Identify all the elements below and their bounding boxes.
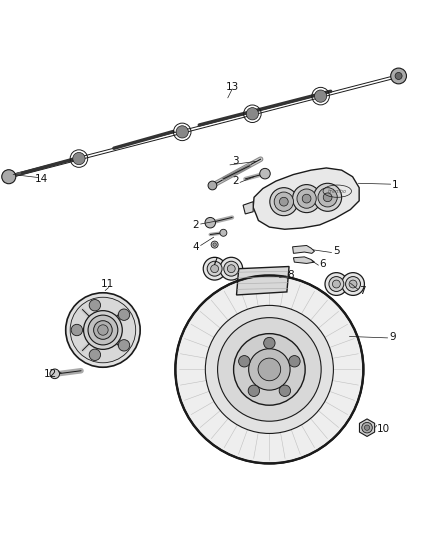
Circle shape bbox=[224, 261, 239, 276]
Circle shape bbox=[203, 257, 226, 280]
Circle shape bbox=[89, 300, 101, 311]
Text: 11: 11 bbox=[101, 279, 114, 289]
Circle shape bbox=[233, 334, 305, 405]
Text: 4: 4 bbox=[193, 242, 199, 252]
Circle shape bbox=[318, 188, 337, 207]
Text: 9: 9 bbox=[389, 332, 396, 342]
Text: 6: 6 bbox=[320, 260, 326, 269]
Circle shape bbox=[208, 181, 217, 190]
Circle shape bbox=[314, 90, 327, 102]
Circle shape bbox=[323, 193, 332, 201]
Circle shape bbox=[342, 273, 364, 295]
Circle shape bbox=[213, 243, 216, 246]
Circle shape bbox=[211, 265, 219, 273]
Circle shape bbox=[302, 194, 311, 203]
Circle shape bbox=[88, 315, 118, 345]
Circle shape bbox=[258, 358, 281, 381]
Circle shape bbox=[279, 385, 290, 397]
Circle shape bbox=[73, 152, 85, 165]
Text: 3: 3 bbox=[232, 156, 239, 166]
Text: brembo: brembo bbox=[328, 189, 347, 193]
Circle shape bbox=[264, 337, 275, 349]
Circle shape bbox=[71, 324, 82, 336]
Circle shape bbox=[249, 349, 290, 390]
Circle shape bbox=[50, 369, 60, 378]
Circle shape bbox=[274, 192, 293, 211]
Circle shape bbox=[314, 183, 342, 211]
Circle shape bbox=[220, 229, 227, 236]
Text: 2: 2 bbox=[193, 220, 199, 230]
Circle shape bbox=[364, 425, 370, 430]
Circle shape bbox=[332, 280, 340, 288]
Polygon shape bbox=[237, 266, 289, 295]
Text: 13: 13 bbox=[226, 82, 239, 92]
Circle shape bbox=[94, 321, 112, 340]
Circle shape bbox=[2, 169, 16, 184]
Circle shape bbox=[325, 273, 348, 295]
Text: 12: 12 bbox=[44, 369, 57, 379]
Circle shape bbox=[270, 188, 298, 216]
Circle shape bbox=[391, 68, 406, 84]
Circle shape bbox=[227, 265, 235, 273]
Text: 7: 7 bbox=[211, 257, 218, 267]
Text: 5: 5 bbox=[333, 246, 339, 256]
Circle shape bbox=[260, 168, 270, 179]
Circle shape bbox=[118, 309, 130, 320]
Polygon shape bbox=[243, 201, 253, 214]
Circle shape bbox=[349, 280, 357, 288]
Circle shape bbox=[362, 423, 372, 433]
Circle shape bbox=[66, 293, 140, 367]
Polygon shape bbox=[360, 419, 374, 437]
Circle shape bbox=[175, 275, 364, 464]
Circle shape bbox=[98, 325, 108, 335]
Text: 10: 10 bbox=[377, 424, 390, 433]
Circle shape bbox=[70, 297, 136, 363]
Text: 14: 14 bbox=[35, 174, 48, 184]
Polygon shape bbox=[253, 168, 359, 229]
Text: 2: 2 bbox=[232, 176, 239, 186]
Circle shape bbox=[293, 184, 321, 213]
Circle shape bbox=[89, 349, 101, 360]
Circle shape bbox=[205, 305, 333, 433]
Circle shape bbox=[218, 318, 321, 421]
Text: 1: 1 bbox=[392, 181, 399, 190]
Circle shape bbox=[297, 189, 316, 208]
Circle shape bbox=[395, 72, 402, 79]
Circle shape bbox=[248, 385, 260, 397]
Circle shape bbox=[176, 126, 188, 138]
Circle shape bbox=[211, 241, 218, 248]
Circle shape bbox=[84, 311, 122, 349]
Circle shape bbox=[118, 340, 130, 351]
Circle shape bbox=[289, 356, 300, 367]
Polygon shape bbox=[293, 257, 314, 263]
Circle shape bbox=[329, 277, 344, 292]
Circle shape bbox=[346, 277, 360, 292]
Text: 8: 8 bbox=[287, 270, 293, 280]
Circle shape bbox=[207, 261, 222, 276]
Circle shape bbox=[220, 257, 243, 280]
Circle shape bbox=[205, 217, 215, 228]
Text: 7: 7 bbox=[359, 286, 366, 296]
Polygon shape bbox=[293, 246, 314, 253]
Circle shape bbox=[246, 108, 258, 120]
Circle shape bbox=[279, 197, 288, 206]
Circle shape bbox=[239, 356, 250, 367]
